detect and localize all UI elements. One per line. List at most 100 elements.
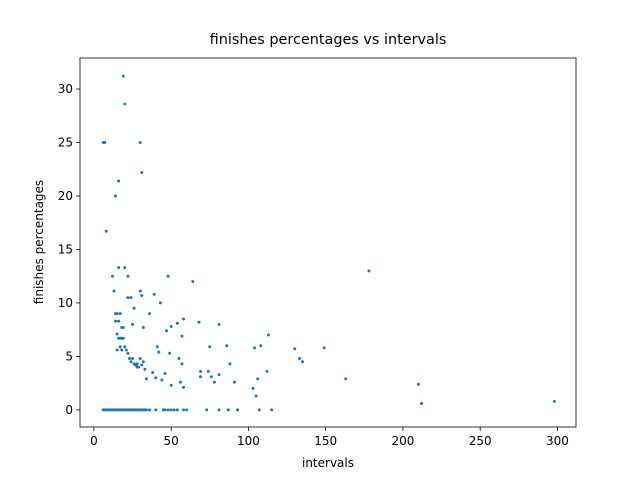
- scatter-point: [199, 375, 203, 379]
- y-tick-label: 0: [65, 403, 73, 417]
- scatter-point: [152, 292, 156, 296]
- x-tick-label: 200: [391, 434, 414, 448]
- scatter-point: [117, 179, 121, 183]
- scatter-point: [123, 102, 127, 106]
- scatter-point: [115, 312, 119, 316]
- y-tick-label: 15: [58, 242, 73, 256]
- scatter-point: [131, 322, 135, 326]
- scatter-point: [135, 362, 139, 366]
- scatter-point: [129, 360, 133, 364]
- scatter-point: [191, 280, 195, 284]
- scatter-point: [166, 408, 170, 412]
- scatter-point: [158, 301, 162, 305]
- scatter-point: [212, 380, 216, 384]
- scatter-point: [254, 394, 258, 398]
- scatter-point: [144, 377, 148, 381]
- scatter-point: [131, 357, 135, 361]
- scatter-point: [148, 408, 152, 412]
- scatter-point: [217, 322, 221, 326]
- scatter-point: [120, 348, 124, 352]
- scatter-point: [322, 346, 326, 350]
- scatter-point: [169, 408, 173, 412]
- x-tick-label: 50: [164, 434, 179, 448]
- scatter-point: [117, 266, 121, 270]
- scatter-point: [114, 194, 118, 198]
- scatter-point: [110, 274, 114, 278]
- chart-title: finishes percentages vs intervals: [210, 32, 447, 48]
- scatter-point: [226, 408, 230, 412]
- scatter-point: [168, 351, 172, 355]
- x-tick-label: 0: [90, 434, 98, 448]
- scatter-point: [182, 408, 186, 412]
- scatter-point: [165, 329, 169, 333]
- scatter-point: [148, 312, 152, 316]
- x-tick-label: 300: [546, 434, 569, 448]
- scatter-point: [138, 357, 142, 361]
- scatter-point: [206, 369, 210, 373]
- scatter-point: [163, 408, 167, 412]
- scatter-point: [552, 399, 556, 403]
- scatter-point: [344, 377, 348, 381]
- scatter-point: [175, 321, 179, 325]
- scatter-point: [169, 383, 173, 387]
- scatter-point: [137, 365, 141, 369]
- scatter-point: [112, 289, 116, 293]
- scatter-point: [416, 382, 420, 386]
- scatter-point: [126, 351, 130, 355]
- scatter-point: [367, 269, 371, 273]
- scatter-point: [259, 344, 263, 348]
- scatter-point: [132, 306, 136, 310]
- scatter-point: [155, 345, 159, 349]
- scatter-point: [293, 347, 297, 351]
- scatter-point: [297, 357, 301, 361]
- scatter-point: [217, 373, 221, 377]
- x-axis-label: intervals: [302, 456, 354, 470]
- scatter-point: [126, 274, 130, 278]
- scatter-point: [140, 293, 144, 297]
- y-tick-label: 5: [65, 349, 73, 363]
- y-tick-label: 30: [58, 82, 73, 96]
- scatter-point: [177, 357, 181, 361]
- scatter-point: [114, 319, 118, 323]
- scatter-point: [233, 380, 237, 384]
- scatter-point: [163, 372, 167, 376]
- scatter-point: [127, 357, 131, 361]
- scatter-point: [104, 229, 108, 233]
- scatter-point: [208, 345, 212, 349]
- scatter-point: [129, 296, 133, 300]
- scatter-point: [160, 378, 164, 382]
- scatter-point: [251, 386, 255, 390]
- scatter-point: [140, 363, 144, 367]
- scatter-point: [141, 326, 145, 330]
- scatter-point: [236, 408, 240, 412]
- scatter-point: [199, 369, 203, 373]
- scatter-point: [182, 317, 186, 321]
- scatter-point: [267, 333, 271, 337]
- scatter-point: [154, 376, 158, 380]
- scatter-point: [253, 346, 257, 350]
- y-tick-label: 10: [58, 296, 73, 310]
- x-tick-label: 150: [314, 434, 337, 448]
- scatter-point: [115, 332, 119, 336]
- scatter-point: [256, 377, 260, 381]
- scatter-point: [166, 274, 170, 278]
- scatter-point: [118, 345, 122, 349]
- scatter-point: [123, 266, 127, 270]
- scatter-point: [180, 334, 184, 338]
- scatter-point: [175, 408, 179, 412]
- scatter-point: [270, 408, 274, 412]
- scatter-point: [257, 408, 261, 412]
- y-tick-label: 25: [58, 135, 73, 149]
- scatter-point: [169, 324, 173, 328]
- y-tick-label: 20: [58, 189, 73, 203]
- scatter-point: [121, 336, 125, 340]
- scatter-point: [126, 296, 130, 300]
- scatter-point: [265, 369, 269, 373]
- scatter-point: [121, 74, 125, 78]
- x-tick-label: 100: [237, 434, 260, 448]
- scatter-point: [157, 350, 161, 354]
- scatter-point: [205, 408, 209, 412]
- scatter-point: [121, 326, 125, 330]
- scatter-point: [138, 289, 142, 293]
